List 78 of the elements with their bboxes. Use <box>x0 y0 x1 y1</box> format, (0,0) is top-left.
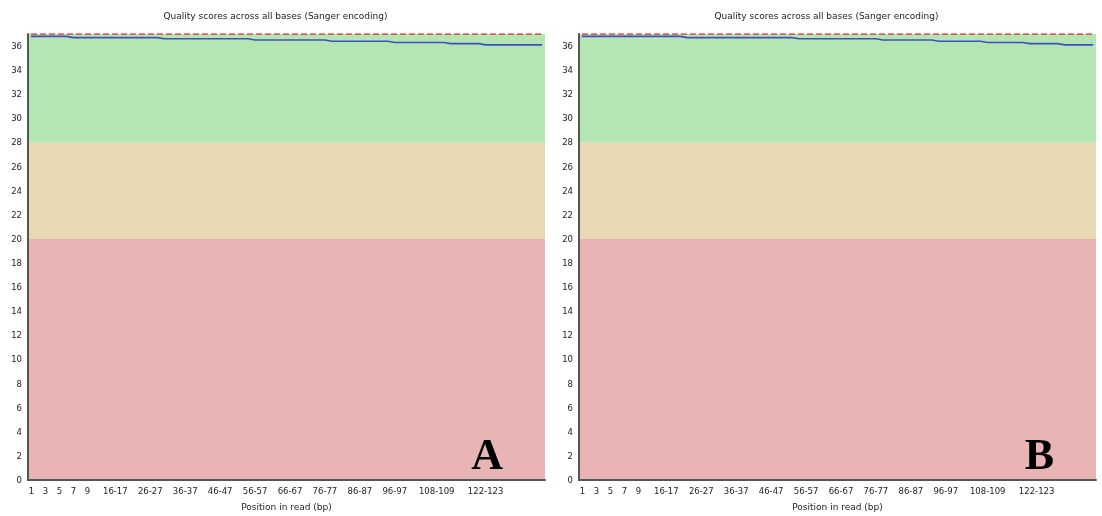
x-tick-label: 26-27 <box>137 485 163 496</box>
y-tick-label: 12 <box>11 330 22 341</box>
y-tick-label: 18 <box>11 258 22 269</box>
y-tick-label: 34 <box>11 65 22 76</box>
y-tick-label: 2 <box>567 450 573 461</box>
x-tick-label: 5 <box>56 485 63 496</box>
x-tick-label: 16-17 <box>102 485 128 496</box>
y-tick-label: 30 <box>11 113 22 124</box>
x-tick-label: 108-109 <box>969 485 1006 496</box>
y-tick-label: 10 <box>11 354 22 365</box>
x-axis-title: Position in read (bp) <box>241 501 332 512</box>
y-tick-label: 34 <box>562 65 573 76</box>
annotation: B <box>1024 429 1055 479</box>
y-tick-label: 26 <box>562 161 573 172</box>
x-tick-label: 108-109 <box>418 485 455 496</box>
x-tick-label: 76-77 <box>312 485 338 496</box>
y-tick-label: 0 <box>16 475 22 485</box>
x-tick-label: 36-37 <box>723 485 749 496</box>
x-tick-label: 96-97 <box>933 485 959 496</box>
x-tick-label: 56-57 <box>793 485 819 496</box>
x-tick-label: 86-87 <box>347 485 373 496</box>
y-tick-label: 16 <box>562 282 573 293</box>
x-tick-label: 7 <box>70 485 77 496</box>
line-series <box>30 35 543 46</box>
x-tick-label: 122-123 <box>467 485 504 496</box>
y-tick-label: 8 <box>567 378 573 389</box>
y-tick-label: 14 <box>562 306 573 317</box>
x-tick-label: 26-27 <box>688 485 714 496</box>
y-tick-label: 26 <box>11 161 22 172</box>
x-tick-label: 66-67 <box>277 485 303 496</box>
y-tick-label: 32 <box>562 89 573 100</box>
x-tick-label: 3 <box>593 485 600 496</box>
line-series <box>581 35 1094 46</box>
x-tick-label: 86-87 <box>898 485 924 496</box>
x-tick-label: 5 <box>607 485 614 496</box>
y-tick-label: 28 <box>562 137 573 148</box>
y-tick-label: 24 <box>11 185 22 196</box>
y-tick-label: 16 <box>11 282 22 293</box>
y-tick-label: 20 <box>11 233 22 244</box>
y-tick-label: 0 <box>567 475 573 485</box>
x-tick-label: 46-47 <box>207 485 233 496</box>
x-tick-label: 66-67 <box>828 485 854 496</box>
y-tick-label: 2 <box>16 450 22 461</box>
y-tick-label: 4 <box>567 426 573 437</box>
y-tick-label: 22 <box>11 209 22 220</box>
y-tick-label: 36 <box>562 41 573 52</box>
y-tick-label: 36 <box>11 41 22 52</box>
y-tick-label: 30 <box>562 113 573 124</box>
x-tick-label: 1 <box>28 485 35 496</box>
x-tick-label: 56-57 <box>242 485 268 496</box>
y-tick-label: 14 <box>11 306 22 317</box>
y-tick-label: 32 <box>11 89 22 100</box>
x-tick-label: 9 <box>635 485 642 496</box>
x-tick-label: 16-17 <box>653 485 679 496</box>
chart-title: Quality scores across all bases (Sanger encoding) <box>714 10 939 21</box>
x-tick-label: 96-97 <box>382 485 408 496</box>
x-axis-title: Position in read (bp) <box>792 501 883 512</box>
y-tick-label: 28 <box>11 137 22 148</box>
y-tick-label: 18 <box>562 258 573 269</box>
x-tick-label: 122-123 <box>1018 485 1055 496</box>
chart-title: Quality scores across all bases (Sanger encoding) <box>163 10 388 21</box>
y-tick-label: 20 <box>562 233 573 244</box>
x-tick-label: 7 <box>621 485 628 496</box>
x-tick-label: 3 <box>42 485 49 496</box>
x-tick-label: 76-77 <box>863 485 889 496</box>
y-tick-label: 6 <box>567 402 573 413</box>
annotation: A <box>471 429 504 479</box>
x-tick-label: 1 <box>579 485 586 496</box>
y-tick-label: 4 <box>16 426 22 437</box>
y-tick-label: 6 <box>16 402 22 413</box>
x-tick-label: 36-37 <box>172 485 198 496</box>
y-tick-label: 8 <box>16 378 22 389</box>
x-tick-label: 46-47 <box>758 485 784 496</box>
y-tick-label: 10 <box>562 354 573 365</box>
y-tick-label: 22 <box>562 209 573 220</box>
y-tick-label: 12 <box>562 330 573 341</box>
y-tick-label: 24 <box>562 185 573 196</box>
x-tick-label: 9 <box>84 485 91 496</box>
